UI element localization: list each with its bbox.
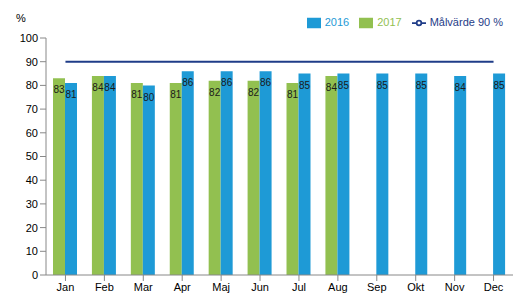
svg-text:85: 85 bbox=[338, 80, 350, 91]
svg-text:Feb: Feb bbox=[95, 281, 114, 293]
svg-text:Maj: Maj bbox=[212, 281, 230, 293]
svg-text:82: 82 bbox=[209, 87, 221, 98]
svg-text:10: 10 bbox=[26, 245, 38, 257]
svg-text:82: 82 bbox=[248, 87, 260, 98]
svg-text:81: 81 bbox=[131, 89, 143, 100]
html-text:2016: 2016 bbox=[324, 16, 350, 28]
svg-text:86: 86 bbox=[260, 77, 272, 88]
svg-text:Sep: Sep bbox=[367, 281, 387, 293]
svg-text:84: 84 bbox=[104, 82, 116, 93]
svg-text:86: 86 bbox=[221, 77, 233, 88]
svg-text:84: 84 bbox=[326, 82, 338, 93]
svg-text:85: 85 bbox=[416, 80, 428, 91]
svg-text:Apr: Apr bbox=[174, 281, 191, 293]
svg-text:Jul: Jul bbox=[292, 281, 306, 293]
svg-text:20: 20 bbox=[26, 222, 38, 234]
svg-text:80: 80 bbox=[143, 92, 155, 103]
svg-text:80: 80 bbox=[26, 79, 38, 91]
svg-text:50: 50 bbox=[26, 150, 38, 162]
svg-text:Okt: Okt bbox=[407, 281, 424, 293]
svg-text:Aug: Aug bbox=[328, 281, 348, 293]
svg-text:86: 86 bbox=[182, 77, 194, 88]
svg-text:30: 30 bbox=[26, 198, 38, 210]
svg-text:85: 85 bbox=[494, 80, 506, 91]
svg-text:81: 81 bbox=[170, 89, 182, 100]
svg-text:100: 100 bbox=[20, 32, 38, 44]
html-text:2017: 2017 bbox=[377, 16, 402, 28]
svg-text:85: 85 bbox=[299, 80, 311, 91]
svg-text:Jun: Jun bbox=[251, 281, 269, 293]
svg-text:83: 83 bbox=[53, 84, 65, 95]
svg-text:40: 40 bbox=[26, 174, 38, 186]
svg-text:81: 81 bbox=[65, 89, 77, 100]
html-text:Målvärde 90 %: Målvärde 90 % bbox=[429, 16, 503, 28]
svg-text:84: 84 bbox=[455, 82, 467, 93]
svg-text:0: 0 bbox=[32, 269, 38, 281]
svg-text:85: 85 bbox=[377, 80, 389, 91]
svg-text:84: 84 bbox=[92, 82, 104, 93]
svg-text:Nov: Nov bbox=[445, 281, 465, 293]
svg-text:60: 60 bbox=[26, 127, 38, 139]
svg-text:70: 70 bbox=[26, 103, 38, 115]
svg-text:90: 90 bbox=[26, 56, 38, 68]
svg-text:81: 81 bbox=[287, 89, 299, 100]
svg-text:Mar: Mar bbox=[134, 281, 153, 293]
svg-text:Dec: Dec bbox=[484, 281, 504, 293]
svg-text:Jan: Jan bbox=[57, 281, 75, 293]
